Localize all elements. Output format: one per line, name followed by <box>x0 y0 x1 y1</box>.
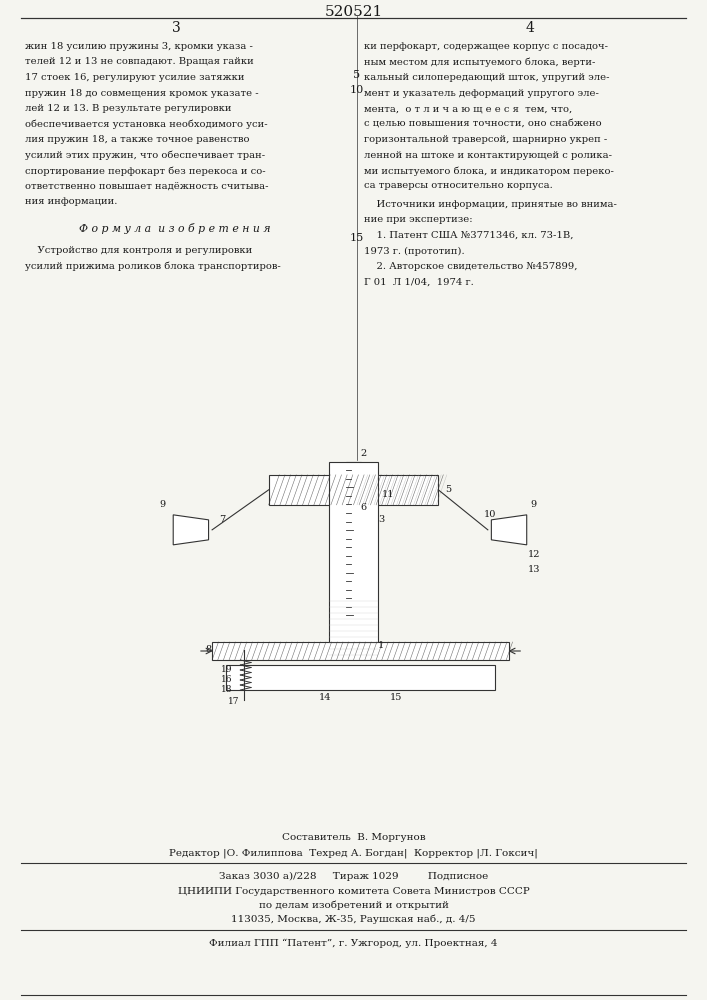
Text: ЦНИИПИ Государственного комитета Совета Министров СССР: ЦНИИПИ Государственного комитета Совета … <box>177 886 530 896</box>
Text: пружин 18 до совмещения кромок указате -: пружин 18 до совмещения кромок указате - <box>25 89 258 98</box>
Text: 15: 15 <box>390 694 402 702</box>
Text: 15: 15 <box>350 233 364 243</box>
Text: ки перфокарт, содержащее корпус с посадоч-: ки перфокарт, содержащее корпус с посадо… <box>364 42 608 51</box>
Text: ленной на штоке и контактирующей с ролика-: ленной на штоке и контактирующей с ролик… <box>364 151 612 160</box>
Text: Устройство для контроля и регулировки: Устройство для контроля и регулировки <box>25 246 252 255</box>
Text: ми испытуемого блока, и индикатором переко-: ми испытуемого блока, и индикатором пере… <box>364 166 614 176</box>
Bar <box>346 462 361 615</box>
Text: ние при экспертизе:: ние при экспертизе: <box>364 216 473 225</box>
Text: 17: 17 <box>228 698 239 706</box>
Text: горизонтальной траверсой, шарнирно укреп -: горизонтальной траверсой, шарнирно укреп… <box>364 135 607 144</box>
Text: мент и указатель деформаций упругого эле-: мент и указатель деформаций упругого эле… <box>364 89 599 98</box>
Text: лей 12 и 13. В результате регулировки: лей 12 и 13. В результате регулировки <box>25 104 231 113</box>
Text: 3: 3 <box>378 515 385 524</box>
Text: 3: 3 <box>173 21 181 35</box>
Text: Редактор |О. Филиппова  Техред А. Богдан|  Корректор |Л. Гоксич|: Редактор |О. Филиппова Техред А. Богдан|… <box>169 848 538 858</box>
Text: с целью повышения точности, оно снабжено: с целью повышения точности, оно снабжено <box>364 119 602 128</box>
Text: 2: 2 <box>361 450 367 458</box>
Text: усилий этих пружин, что обеспечивает тран-: усилий этих пружин, что обеспечивает тра… <box>25 151 265 160</box>
Text: 5: 5 <box>354 70 361 80</box>
Text: Филиал ГПП “Патент”, г. Ужгород, ул. Проектная, 4: Филиал ГПП “Патент”, г. Ужгород, ул. Про… <box>209 938 498 948</box>
Text: 2. Авторское свидетельство №457899,: 2. Авторское свидетельство №457899, <box>364 262 578 271</box>
Text: 17 стоек 16, регулируют усилие затяжки: 17 стоек 16, регулируют усилие затяжки <box>25 73 244 82</box>
Text: 1. Патент США №3771346, кл. 73-1В,: 1. Патент США №3771346, кл. 73-1В, <box>364 231 573 240</box>
Bar <box>329 462 378 655</box>
Text: Ф о р м у л а  и з о б р е т е н и я: Ф о р м у л а и з о б р е т е н и я <box>79 223 271 234</box>
Bar <box>212 642 509 660</box>
Text: Заказ 3030 а)/228     Тираж 1029         Подписное: Заказ 3030 а)/228 Тираж 1029 Подписное <box>219 871 488 881</box>
Text: усилий прижима роликов блока транспортиров-: усилий прижима роликов блока транспортир… <box>25 262 281 271</box>
Text: 8: 8 <box>206 646 211 654</box>
Text: ответственно повышает надёжность считыва-: ответственно повышает надёжность считыва… <box>25 182 268 190</box>
Text: 9: 9 <box>531 500 537 509</box>
Text: 10: 10 <box>350 85 364 95</box>
Text: Г 01  Л 1/04,  1974 г.: Г 01 Л 1/04, 1974 г. <box>364 278 474 287</box>
Text: 18: 18 <box>221 686 232 694</box>
Text: мента,  о т л и ч а ю щ е е с я  тем, что,: мента, о т л и ч а ю щ е е с я тем, что, <box>364 104 573 113</box>
Bar <box>269 475 438 505</box>
Text: спортирование перфокарт без перекоса и со-: спортирование перфокарт без перекоса и с… <box>25 166 265 176</box>
Polygon shape <box>173 515 209 545</box>
Text: кальный силопередающий шток, упругий эле-: кальный силопередающий шток, упругий эле… <box>364 73 609 82</box>
Text: 13: 13 <box>527 565 540 574</box>
Text: 9: 9 <box>160 500 165 509</box>
Text: ния информации.: ния информации. <box>25 197 117 206</box>
Text: обеспечивается установка необходимого уси-: обеспечивается установка необходимого ус… <box>25 119 267 129</box>
Text: 10: 10 <box>484 510 497 519</box>
Text: 4: 4 <box>526 21 534 35</box>
Text: 6: 6 <box>361 503 367 512</box>
Text: 19: 19 <box>221 666 232 674</box>
Text: ным местом для испытуемого блока, верти-: ным местом для испытуемого блока, верти- <box>364 57 595 67</box>
Text: 1973 г. (прототип).: 1973 г. (прототип). <box>364 246 464 256</box>
Text: 16: 16 <box>221 676 232 684</box>
Bar <box>226 665 495 690</box>
Text: 12: 12 <box>527 550 540 559</box>
Text: 1: 1 <box>378 640 385 650</box>
Polygon shape <box>491 515 527 545</box>
Text: по делам изобретений и открытий: по делам изобретений и открытий <box>259 900 448 910</box>
Text: 7: 7 <box>219 515 226 524</box>
Text: 520521: 520521 <box>325 5 382 19</box>
Text: Составитель  В. Моргунов: Составитель В. Моргунов <box>281 834 426 842</box>
Text: 5: 5 <box>445 485 452 494</box>
Text: Источники информации, принятые во внима-: Источники информации, принятые во внима- <box>364 200 617 209</box>
Text: 113035, Москва, Ж-35, Раушская наб., д. 4/5: 113035, Москва, Ж-35, Раушская наб., д. … <box>231 914 476 924</box>
Text: телей 12 и 13 не совпадают. Вращая гайки: телей 12 и 13 не совпадают. Вращая гайки <box>25 57 254 66</box>
Text: 14: 14 <box>319 694 332 702</box>
Text: са траверсы относительно корпуса.: са траверсы относительно корпуса. <box>364 182 553 190</box>
Text: жин 18 усилию пружины 3, кромки указа -: жин 18 усилию пружины 3, кромки указа - <box>25 42 252 51</box>
Text: 11: 11 <box>382 490 395 499</box>
Text: лия пружин 18, а также точное равенство: лия пружин 18, а также точное равенство <box>25 135 250 144</box>
